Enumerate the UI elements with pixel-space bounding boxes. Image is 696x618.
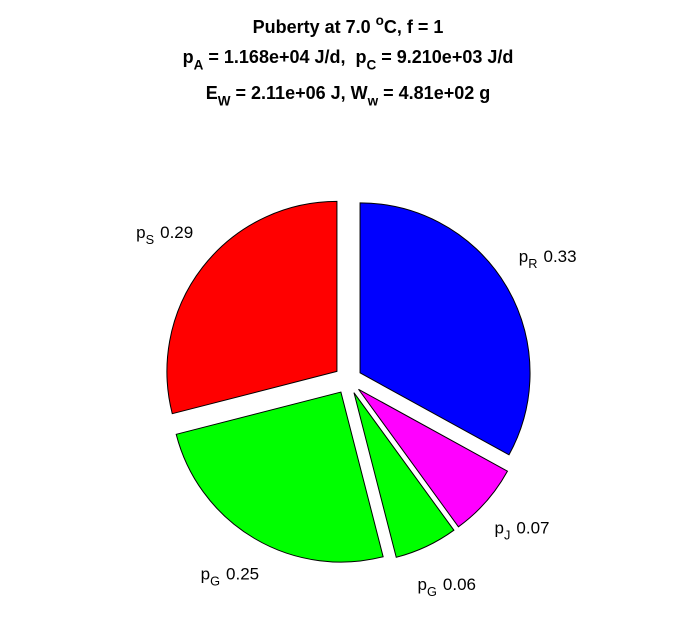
subscript: w	[367, 93, 379, 108]
slice-value: 0.06	[443, 575, 476, 594]
slice-label: pG 0.06	[418, 575, 476, 599]
title-line: EW = 2.11e+06 J, Ww = 4.81e+02 g	[206, 83, 490, 108]
subscript: R	[528, 256, 537, 271]
text-run: p	[136, 223, 145, 242]
text-run: p	[418, 575, 427, 594]
subscript: J	[504, 527, 510, 542]
slice-value: 0.29	[160, 223, 193, 242]
subscript: S	[146, 232, 155, 247]
subscript: G	[210, 574, 220, 589]
slice-label: pJ 0.07	[495, 518, 550, 542]
text-run: = 1.168e+04 J/d, p	[203, 47, 366, 67]
subscript: C	[367, 57, 377, 72]
pie-slice	[166, 200, 338, 415]
subscript: A	[194, 57, 204, 72]
pie-slice	[175, 391, 384, 563]
text-run: Puberty at 7.0	[253, 17, 376, 37]
title-line: pA = 1.168e+04 J/d, pC = 9.210e+03 J/d	[183, 47, 514, 72]
slice-label: pS 0.29	[136, 223, 193, 247]
subscript: W	[218, 93, 231, 108]
title-line: Puberty at 7.0 oC, f = 1	[253, 13, 444, 37]
text-run: C, f = 1	[384, 17, 444, 37]
slice-value: 0.25	[226, 565, 259, 584]
text-run: p	[183, 47, 194, 67]
text-run: = 4.81e+02 g	[378, 83, 490, 103]
text-run: = 2.11e+06 J, W	[231, 83, 368, 103]
text-run: E	[206, 83, 218, 103]
slice-value: 0.07	[516, 518, 549, 537]
subscript: G	[427, 584, 437, 599]
slice-label: pG 0.25	[201, 565, 259, 589]
text-run: p	[519, 247, 528, 266]
slice-value: 0.33	[543, 247, 576, 266]
text-run: = 9.210e+03 J/d	[376, 47, 513, 67]
pie-slice	[359, 202, 531, 456]
text-run: p	[201, 565, 210, 584]
supscript: o	[376, 13, 384, 28]
text-run: p	[495, 518, 504, 537]
slice-label: pR 0.33	[519, 247, 577, 271]
pie-slice	[358, 388, 509, 528]
pie-slice	[353, 392, 455, 558]
